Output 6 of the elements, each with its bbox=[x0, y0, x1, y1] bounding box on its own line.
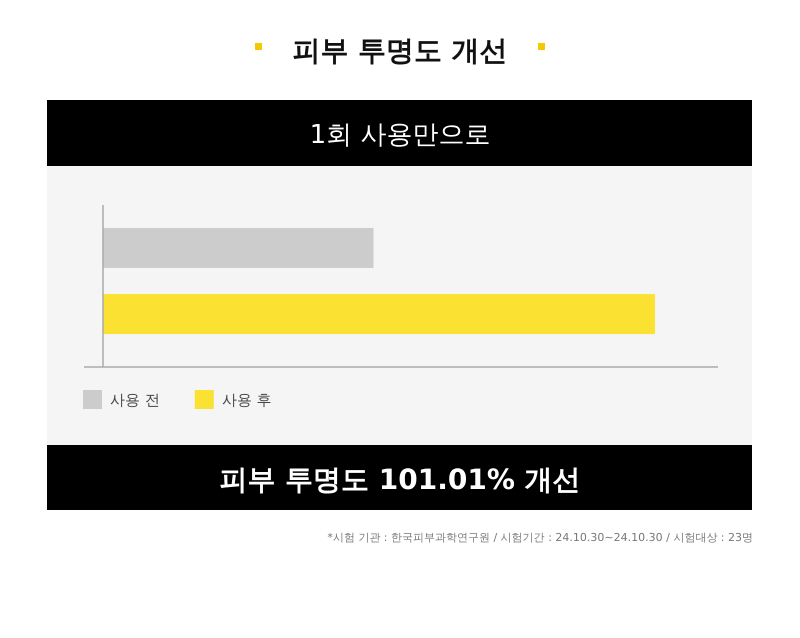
legend-label: 사용 전 bbox=[110, 391, 160, 409]
text: 피부 투명도 101.01% 개선 bbox=[219, 463, 581, 496]
legend-label: 사용 후 bbox=[222, 391, 272, 409]
text: *시험 기관 : 한국피부과학연구원 / 시험기간 : 24.10.30~24.10.30 / 시험대상 : 23명 bbox=[327, 531, 753, 544]
chart-title: 피부 투명도 개선 bbox=[292, 34, 508, 67]
chart-subtitle: 1회 사용만으로 bbox=[310, 120, 490, 150]
